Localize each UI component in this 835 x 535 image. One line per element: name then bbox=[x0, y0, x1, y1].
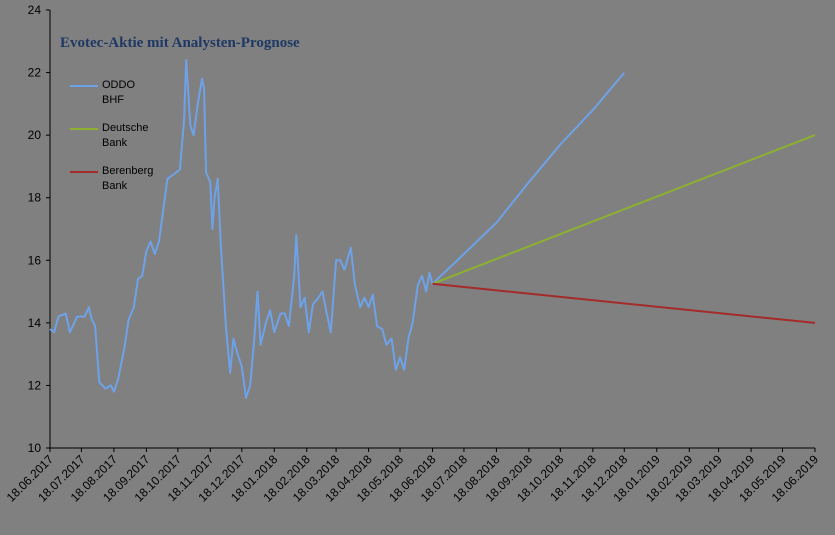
chart-title: Evotec-Aktie mit Analysten-Prognose bbox=[60, 35, 300, 51]
legend-item: ODDO BHF bbox=[70, 78, 160, 108]
legend-label: Deutsche Bank bbox=[102, 122, 149, 149]
series-line bbox=[49, 59, 626, 399]
series-line bbox=[432, 282, 816, 324]
y-tick-label: 14 bbox=[28, 316, 42, 330]
legend-label: Berenberg Bank bbox=[102, 165, 154, 192]
y-tick-label: 24 bbox=[28, 3, 42, 17]
legend-item: Berenberg Bank bbox=[70, 164, 160, 194]
y-tick-label: 10 bbox=[28, 441, 42, 455]
legend: ODDO BHF Deutsche Bank Berenberg Bank bbox=[70, 78, 160, 207]
y-tick-label: 12 bbox=[28, 378, 42, 392]
legend-swatch bbox=[70, 128, 98, 130]
series-line bbox=[432, 134, 816, 285]
legend-swatch bbox=[70, 85, 98, 87]
y-tick-label: 22 bbox=[28, 66, 42, 80]
legend-label: ODDO BHF bbox=[102, 79, 135, 106]
legend-item: Deutsche Bank bbox=[70, 121, 160, 151]
y-tick-label: 18 bbox=[28, 191, 42, 205]
legend-swatch bbox=[70, 171, 98, 173]
y-tick-label: 20 bbox=[28, 128, 42, 142]
y-tick-label: 16 bbox=[28, 253, 42, 267]
